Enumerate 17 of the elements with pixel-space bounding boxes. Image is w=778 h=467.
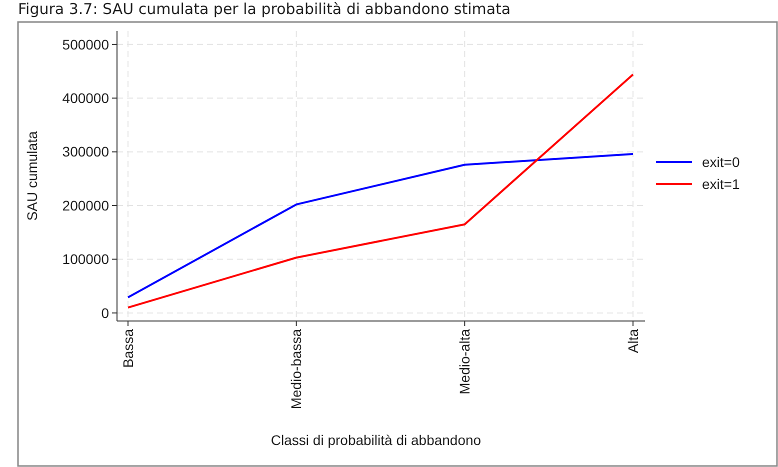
line-series — [127, 74, 634, 309]
y-tick-label: 0 — [101, 304, 110, 321]
y-tick-label: 300000 — [62, 144, 110, 160]
x-tick-label: Bassa — [120, 328, 136, 368]
y-tick-label: 500000 — [62, 36, 110, 52]
x-tick-label: Medio-bassa — [288, 328, 304, 410]
line-series — [127, 152, 634, 298]
x-tick-label: Medio-alta — [456, 328, 473, 394]
y-axis-title: SAU cumulata — [24, 131, 40, 221]
y-tick-label: 100000 — [62, 251, 110, 268]
x-tick-label: Alta — [624, 328, 641, 354]
y-tick-label: 400000 — [62, 90, 110, 106]
legend-label: exit=1 — [702, 176, 740, 192]
x-axis-title: Classi di probabilità di abbandono — [270, 432, 482, 448]
legend-label: exit=0 — [702, 154, 740, 170]
y-tick-label: 200000 — [62, 197, 110, 214]
chart-title: Figura 3.7: SAU cumulata per la probabilità di abbandono stimata — [18, 0, 511, 18]
